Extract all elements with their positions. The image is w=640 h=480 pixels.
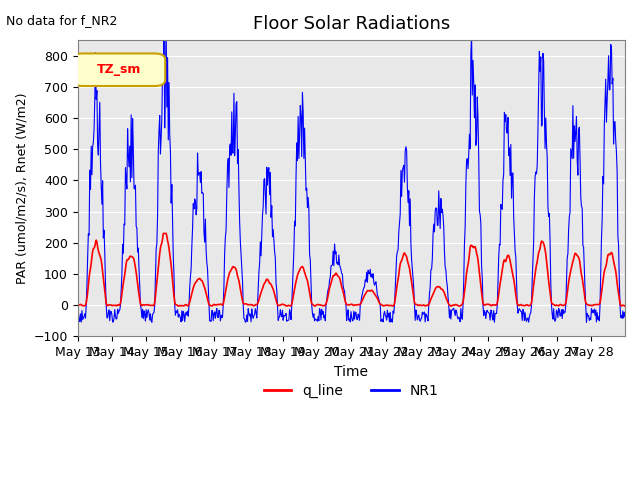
NR1 xyxy=(74,314,81,320)
NR1 xyxy=(582,319,590,325)
q_line xyxy=(74,301,81,307)
q_line xyxy=(621,303,629,309)
q_line xyxy=(266,281,274,287)
Legend: q_line, NR1: q_line, NR1 xyxy=(258,378,445,404)
q_line xyxy=(159,230,167,236)
q_line xyxy=(408,285,416,290)
NR1 xyxy=(266,169,274,175)
NR1 xyxy=(239,302,247,308)
NR1 xyxy=(621,313,629,319)
NR1 xyxy=(287,317,295,323)
FancyBboxPatch shape xyxy=(72,53,165,86)
NR1 xyxy=(439,213,447,219)
Line: q_line: q_line xyxy=(77,233,625,306)
NR1 xyxy=(408,265,416,271)
Title: Floor Solar Radiations: Floor Solar Radiations xyxy=(253,15,450,33)
X-axis label: Time: Time xyxy=(334,365,369,379)
q_line xyxy=(239,300,247,306)
Text: TZ_sm: TZ_sm xyxy=(97,63,141,76)
q_line xyxy=(439,288,447,293)
q_line xyxy=(287,303,295,309)
Text: No data for f_NR2: No data for f_NR2 xyxy=(6,14,118,27)
NR1 xyxy=(163,22,170,27)
q_line xyxy=(138,303,146,309)
Y-axis label: PAR (umol/m2/s), Rnet (W/m2): PAR (umol/m2/s), Rnet (W/m2) xyxy=(15,93,28,284)
NR1 xyxy=(138,315,146,321)
Line: NR1: NR1 xyxy=(77,24,625,322)
